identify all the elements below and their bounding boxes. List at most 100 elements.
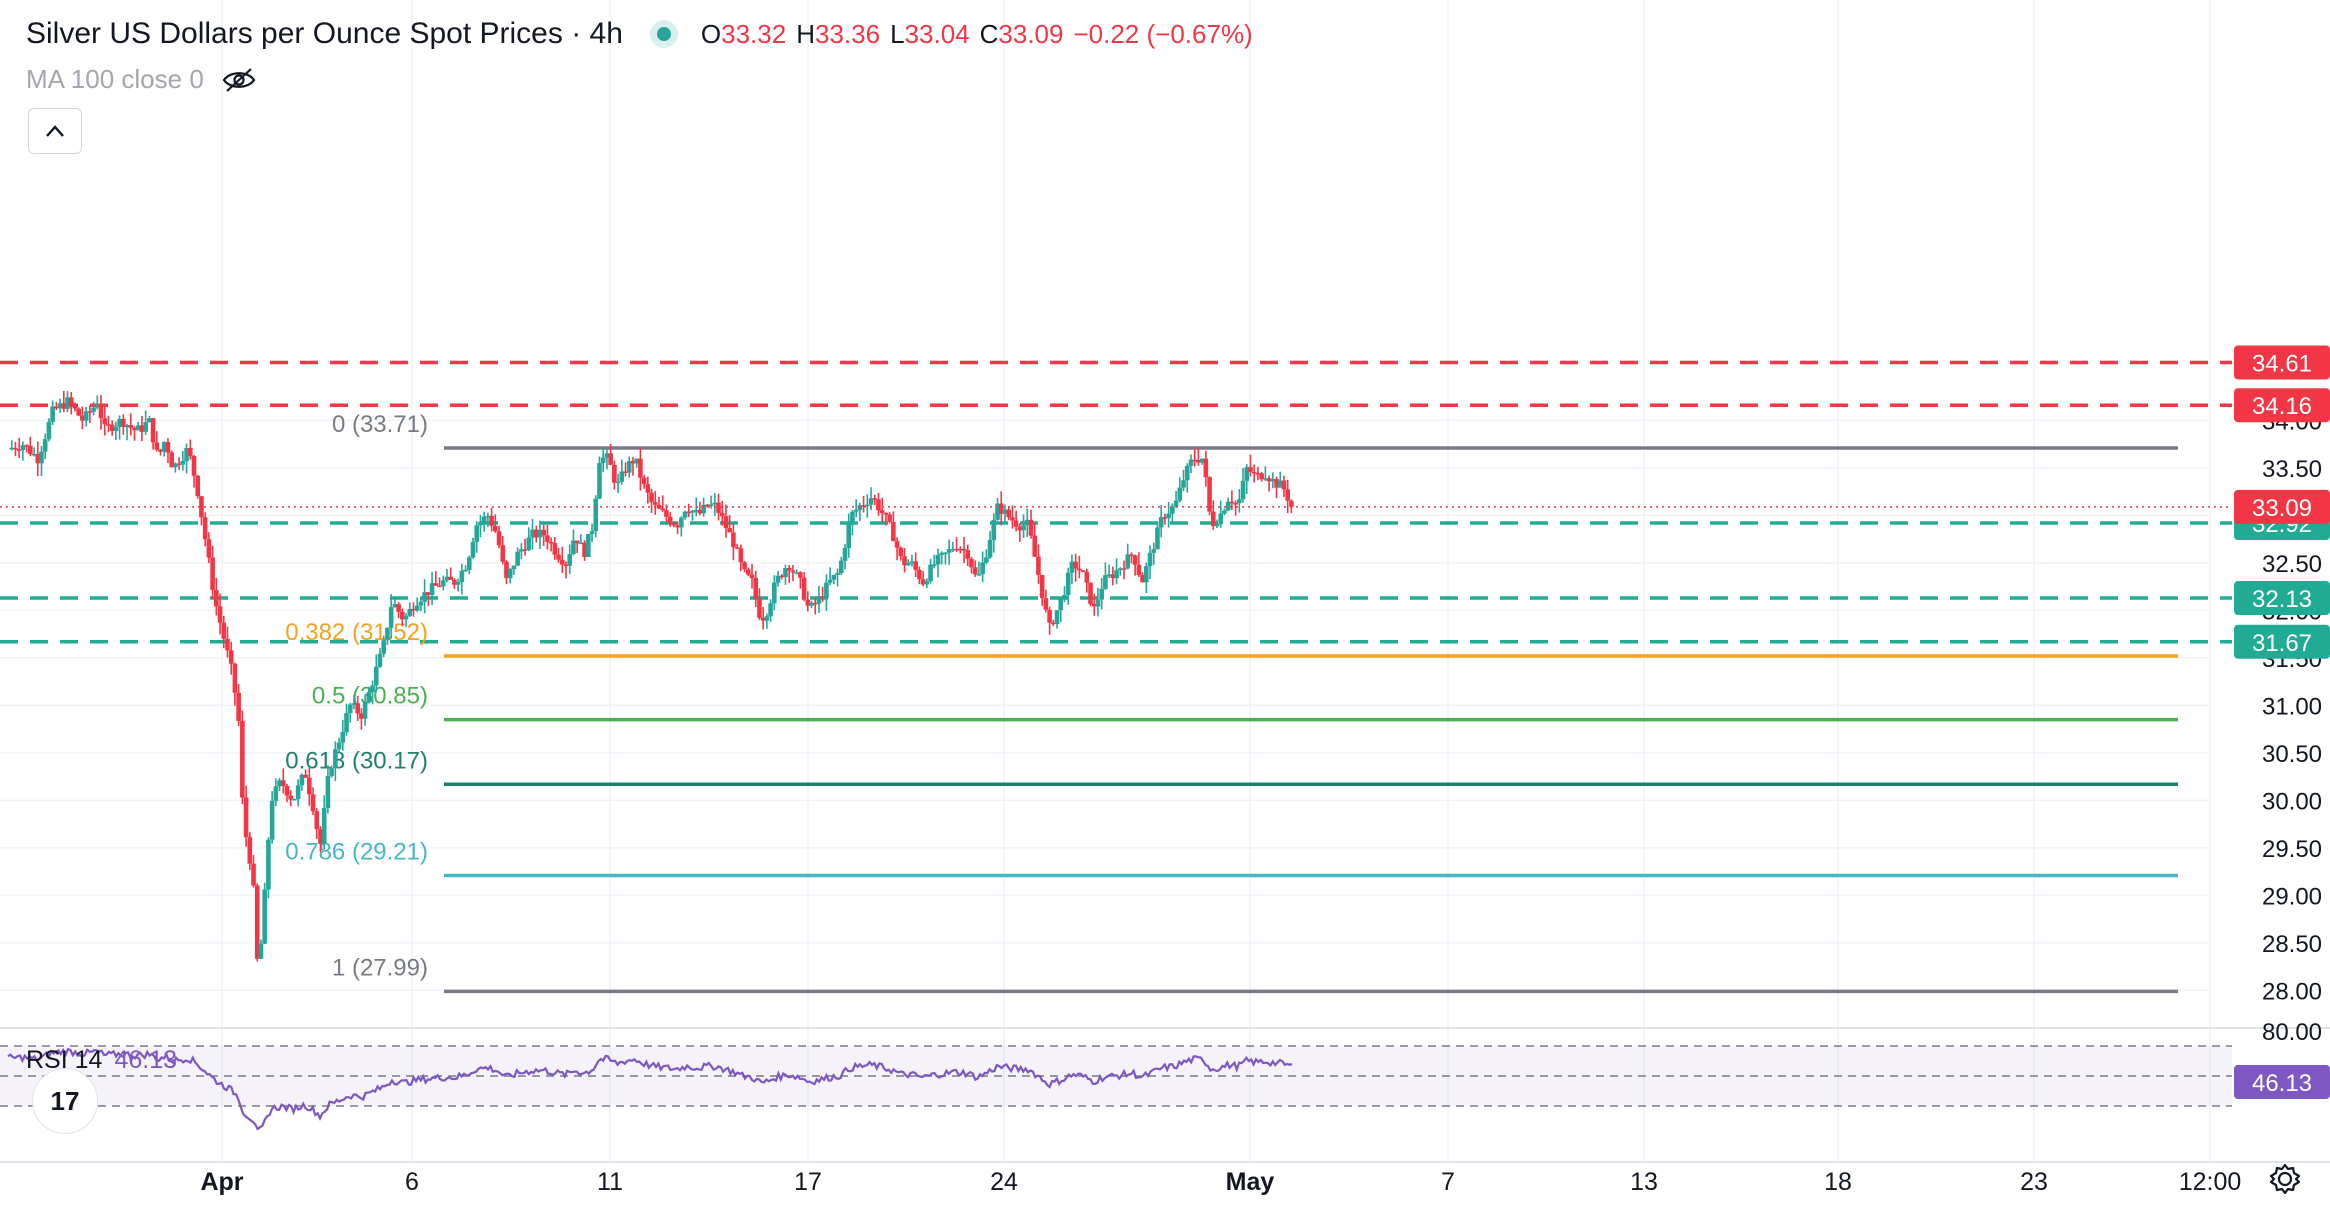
tradingview-logo[interactable]: 17 bbox=[32, 1068, 98, 1134]
time-tick-label: 18 bbox=[1824, 1168, 1852, 1196]
candle-body bbox=[980, 562, 985, 575]
candle-body bbox=[243, 797, 249, 838]
candle-body bbox=[1065, 572, 1071, 596]
candle-body bbox=[195, 475, 201, 497]
candle-body bbox=[180, 461, 186, 465]
candle-body bbox=[541, 529, 546, 536]
candle-body bbox=[545, 535, 550, 542]
candle-body bbox=[217, 606, 223, 623]
candle-body bbox=[414, 605, 420, 611]
candle-body bbox=[727, 528, 732, 533]
candle-body bbox=[522, 549, 528, 551]
candle-body bbox=[809, 602, 814, 606]
candle-body bbox=[1263, 478, 1268, 480]
candle-body bbox=[426, 592, 431, 595]
candle-body bbox=[790, 570, 796, 573]
candle-body bbox=[1233, 503, 1238, 505]
level-price-tag-bg bbox=[2234, 624, 2330, 659]
fib-label: 0.786 (29.21) bbox=[285, 838, 428, 865]
ma-label: MA 100 close 0 bbox=[26, 64, 204, 94]
rsi-legend[interactable]: RSI 14 46.13 bbox=[26, 1046, 177, 1075]
candle-body bbox=[124, 425, 130, 428]
candle-body bbox=[158, 449, 163, 452]
candle-body bbox=[1218, 513, 1224, 525]
candle-body bbox=[1117, 568, 1123, 571]
candle-body bbox=[102, 418, 108, 425]
candle-body bbox=[1166, 513, 1171, 518]
candle-body bbox=[731, 532, 736, 548]
candle-body bbox=[191, 456, 197, 476]
candle-body bbox=[143, 422, 148, 432]
candle-body bbox=[303, 774, 308, 778]
candle-body bbox=[1095, 599, 1101, 607]
candle-body bbox=[883, 512, 889, 515]
candle-body bbox=[623, 471, 628, 473]
candle-body bbox=[299, 774, 305, 786]
candle-body bbox=[463, 569, 468, 572]
high-key: H bbox=[796, 18, 815, 49]
candle-body bbox=[1170, 506, 1175, 514]
candle-body bbox=[902, 556, 907, 566]
candle-body bbox=[984, 557, 989, 563]
time-axis[interactable]: Apr 6 11 17 24 May 7 13 18 23 12:00 bbox=[200, 1168, 2241, 1196]
candle-body bbox=[429, 583, 435, 595]
price-axis[interactable]: 28.0028.5029.0029.5030.0030.5031.0031.50… bbox=[2234, 345, 2330, 1099]
eye-hidden-icon[interactable] bbox=[222, 67, 256, 93]
candle-body bbox=[39, 451, 44, 464]
candle-body bbox=[917, 569, 922, 580]
candle-body bbox=[161, 442, 167, 452]
candle-body bbox=[228, 650, 234, 664]
current-price-tag-bg bbox=[2234, 489, 2330, 524]
candle-body bbox=[742, 562, 747, 570]
candle-body bbox=[812, 602, 818, 605]
candle-body bbox=[578, 542, 584, 545]
candle-body bbox=[701, 504, 706, 514]
collapse-legend-button[interactable] bbox=[28, 108, 82, 154]
candle-body bbox=[1207, 477, 1212, 512]
candle-body bbox=[693, 510, 699, 512]
candle-body bbox=[76, 408, 81, 416]
candle-body bbox=[1181, 480, 1186, 488]
candle-body bbox=[723, 516, 729, 529]
candle-body bbox=[240, 720, 245, 798]
candle-body bbox=[169, 452, 174, 468]
candle-body bbox=[258, 943, 264, 959]
candle-body bbox=[998, 503, 1004, 514]
candle-body bbox=[1073, 561, 1078, 569]
candle-body bbox=[325, 775, 331, 809]
candle-body bbox=[608, 453, 613, 465]
candle-body bbox=[448, 576, 453, 580]
candle-body bbox=[340, 732, 346, 743]
candle-body bbox=[943, 552, 948, 555]
candle-body bbox=[861, 505, 866, 507]
candle-body bbox=[247, 837, 253, 864]
candle-body bbox=[1251, 471, 1257, 474]
candle-body bbox=[995, 503, 1000, 520]
candle-body bbox=[1244, 467, 1250, 481]
candle-body bbox=[478, 521, 483, 526]
candle-body bbox=[50, 406, 55, 422]
candle-body bbox=[1043, 598, 1049, 610]
chart-header: Silver US Dollars per Ounce Spot Prices … bbox=[26, 14, 1253, 54]
candle-body bbox=[1091, 603, 1097, 607]
candle-body bbox=[117, 418, 122, 427]
price-tick-label: 28.00 bbox=[2262, 978, 2322, 1005]
candle-body bbox=[1281, 480, 1287, 490]
candle-body bbox=[697, 510, 703, 514]
candle-body bbox=[1266, 478, 1272, 482]
candle-body bbox=[344, 713, 349, 733]
candle-body bbox=[586, 534, 591, 557]
horizontal-levels bbox=[0, 360, 2232, 644]
candle-body bbox=[362, 702, 368, 719]
ma-indicator-row[interactable]: MA 100 close 0 bbox=[26, 64, 256, 95]
fib-label: 1 (27.99) bbox=[332, 954, 428, 981]
candle-body bbox=[251, 863, 256, 886]
candle-body bbox=[98, 405, 104, 419]
candle-body bbox=[853, 509, 859, 512]
candle-body bbox=[1144, 566, 1149, 583]
candle-body bbox=[1028, 519, 1034, 536]
candle-body bbox=[329, 768, 334, 776]
chevron-up-icon bbox=[46, 125, 64, 137]
gear-icon[interactable] bbox=[2268, 1162, 2302, 1196]
